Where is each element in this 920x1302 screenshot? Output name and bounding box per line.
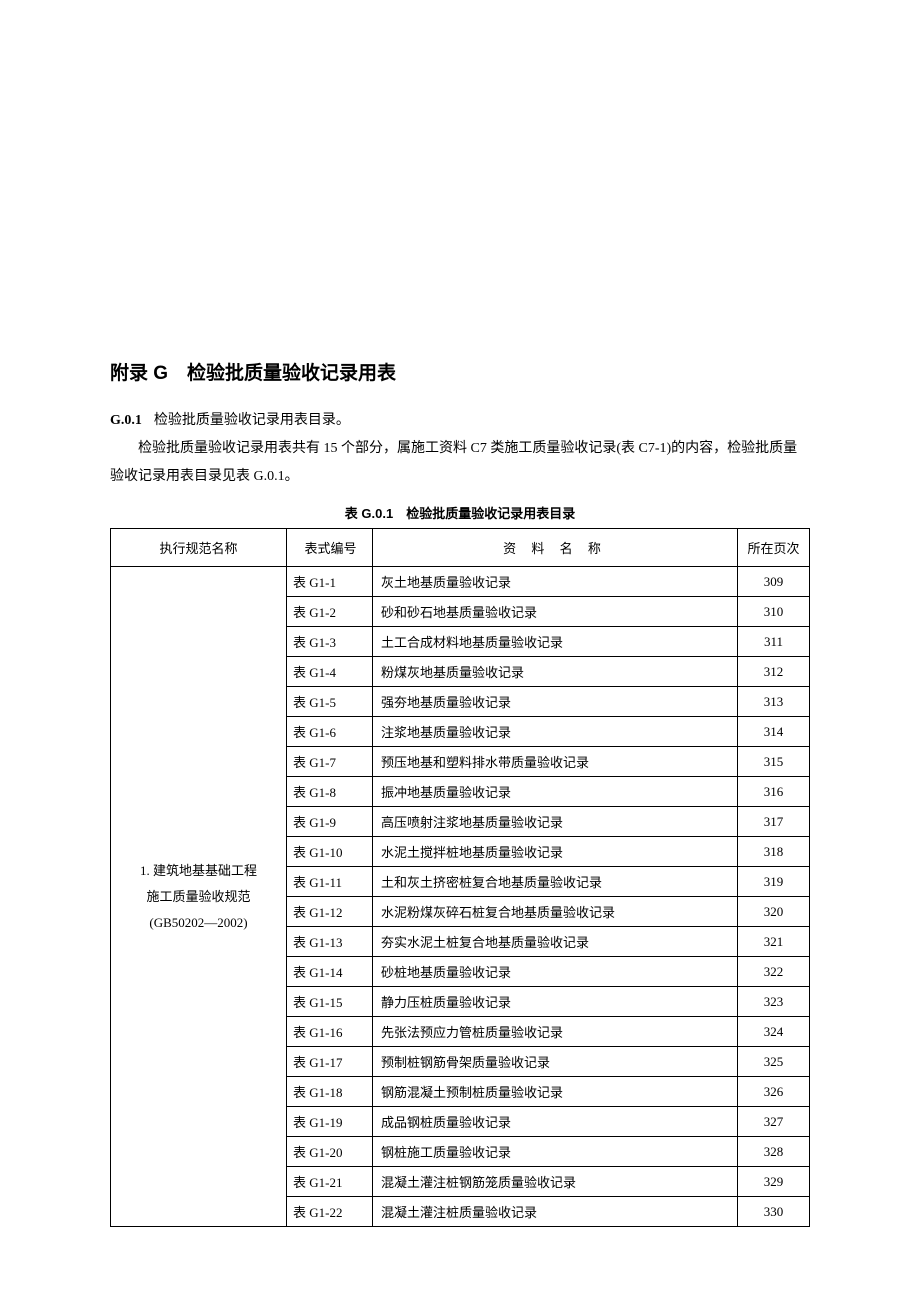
code-cell: 表 G1-10 bbox=[287, 837, 373, 867]
table-row: 1. 建筑地基基础工程 施工质量验收规范 (GB50202—2002) 表 G1… bbox=[111, 567, 810, 597]
name-cell: 预制桩钢筋骨架质量验收记录 bbox=[373, 1047, 738, 1077]
code-cell: 表 G1-1 bbox=[287, 567, 373, 597]
page-cell: 322 bbox=[738, 957, 810, 987]
code-cell: 表 G1-2 bbox=[287, 597, 373, 627]
name-cell: 预压地基和塑料排水带质量验收记录 bbox=[373, 747, 738, 777]
page-cell: 325 bbox=[738, 1047, 810, 1077]
section-number: G.0.1 bbox=[110, 413, 142, 428]
page-cell: 314 bbox=[738, 717, 810, 747]
name-cell: 高压喷射注浆地基质量验收记录 bbox=[373, 807, 738, 837]
code-cell: 表 G1-7 bbox=[287, 747, 373, 777]
code-cell: 表 G1-5 bbox=[287, 687, 373, 717]
page-cell: 323 bbox=[738, 987, 810, 1017]
name-cell: 混凝土灌注桩质量验收记录 bbox=[373, 1197, 738, 1227]
name-cell: 水泥土搅拌桩地基质量验收记录 bbox=[373, 837, 738, 867]
page-cell: 330 bbox=[738, 1197, 810, 1227]
page-cell: 324 bbox=[738, 1017, 810, 1047]
name-cell: 灰土地基质量验收记录 bbox=[373, 567, 738, 597]
name-cell: 粉煤灰地基质量验收记录 bbox=[373, 657, 738, 687]
name-cell: 夯实水泥土桩复合地基质量验收记录 bbox=[373, 927, 738, 957]
code-cell: 表 G1-21 bbox=[287, 1167, 373, 1197]
name-cell: 土和灰土挤密桩复合地基质量验收记录 bbox=[373, 867, 738, 897]
code-cell: 表 G1-15 bbox=[287, 987, 373, 1017]
table-caption: 表 G.0.1 检验批质量验收记录用表目录 bbox=[110, 503, 810, 522]
name-cell: 注浆地基质量验收记录 bbox=[373, 717, 738, 747]
spec-line3: (GB50202—2002) bbox=[119, 910, 278, 936]
code-cell: 表 G1-9 bbox=[287, 807, 373, 837]
section-header: G.0.1 检验批质量验收记录用表目录。 bbox=[110, 409, 810, 429]
header-code: 表式编号 bbox=[287, 529, 373, 567]
code-cell: 表 G1-14 bbox=[287, 957, 373, 987]
page-cell: 312 bbox=[738, 657, 810, 687]
code-cell: 表 G1-6 bbox=[287, 717, 373, 747]
code-cell: 表 G1-19 bbox=[287, 1107, 373, 1137]
code-cell: 表 G1-12 bbox=[287, 897, 373, 927]
code-cell: 表 G1-13 bbox=[287, 927, 373, 957]
spec-line2: 施工质量验收规范 bbox=[119, 884, 278, 910]
name-cell: 钢筋混凝土预制桩质量验收记录 bbox=[373, 1077, 738, 1107]
table-body: 1. 建筑地基基础工程 施工质量验收规范 (GB50202—2002) 表 G1… bbox=[111, 567, 810, 1227]
header-name: 资 料 名 称 bbox=[373, 529, 738, 567]
name-cell: 钢桩施工质量验收记录 bbox=[373, 1137, 738, 1167]
section-text: 检验批质量验收记录用表目录。 bbox=[154, 413, 350, 428]
appendix-title: 附录 G 检验批质量验收记录用表 bbox=[110, 358, 810, 385]
name-cell: 强夯地基质量验收记录 bbox=[373, 687, 738, 717]
page-cell: 328 bbox=[738, 1137, 810, 1167]
page-cell: 313 bbox=[738, 687, 810, 717]
name-cell: 水泥粉煤灰碎石桩复合地基质量验收记录 bbox=[373, 897, 738, 927]
spec-line1: 1. 建筑地基基础工程 bbox=[119, 858, 278, 884]
name-cell: 先张法预应力管桩质量验收记录 bbox=[373, 1017, 738, 1047]
name-cell: 砂桩地基质量验收记录 bbox=[373, 957, 738, 987]
page-cell: 326 bbox=[738, 1077, 810, 1107]
code-cell: 表 G1-18 bbox=[287, 1077, 373, 1107]
page-cell: 311 bbox=[738, 627, 810, 657]
page-cell: 319 bbox=[738, 867, 810, 897]
code-cell: 表 G1-20 bbox=[287, 1137, 373, 1167]
page-cell: 320 bbox=[738, 897, 810, 927]
page-cell: 321 bbox=[738, 927, 810, 957]
code-cell: 表 G1-3 bbox=[287, 627, 373, 657]
page-cell: 329 bbox=[738, 1167, 810, 1197]
page-cell: 309 bbox=[738, 567, 810, 597]
header-page: 所在页次 bbox=[738, 529, 810, 567]
table-header-row: 执行规范名称 表式编号 资 料 名 称 所在页次 bbox=[111, 529, 810, 567]
page-cell: 318 bbox=[738, 837, 810, 867]
name-cell: 混凝土灌注桩钢筋笼质量验收记录 bbox=[373, 1167, 738, 1197]
page-cell: 317 bbox=[738, 807, 810, 837]
intro-paragraph: 检验批质量验收记录用表共有 15 个部分，属施工资料 C7 类施工质量验收记录(… bbox=[110, 435, 810, 491]
page-cell: 310 bbox=[738, 597, 810, 627]
page-cell: 316 bbox=[738, 777, 810, 807]
code-cell: 表 G1-22 bbox=[287, 1197, 373, 1227]
code-cell: 表 G1-11 bbox=[287, 867, 373, 897]
code-cell: 表 G1-4 bbox=[287, 657, 373, 687]
header-spec: 执行规范名称 bbox=[111, 529, 287, 567]
catalog-table: 执行规范名称 表式编号 资 料 名 称 所在页次 1. 建筑地基基础工程 施工质… bbox=[110, 528, 810, 1227]
name-cell: 成品钢桩质量验收记录 bbox=[373, 1107, 738, 1137]
code-cell: 表 G1-17 bbox=[287, 1047, 373, 1077]
page-cell: 327 bbox=[738, 1107, 810, 1137]
code-cell: 表 G1-16 bbox=[287, 1017, 373, 1047]
name-cell: 土工合成材料地基质量验收记录 bbox=[373, 627, 738, 657]
page-cell: 315 bbox=[738, 747, 810, 777]
code-cell: 表 G1-8 bbox=[287, 777, 373, 807]
name-cell: 砂和砂石地基质量验收记录 bbox=[373, 597, 738, 627]
spec-cell: 1. 建筑地基基础工程 施工质量验收规范 (GB50202—2002) bbox=[111, 567, 287, 1227]
name-cell: 静力压桩质量验收记录 bbox=[373, 987, 738, 1017]
name-cell: 振冲地基质量验收记录 bbox=[373, 777, 738, 807]
